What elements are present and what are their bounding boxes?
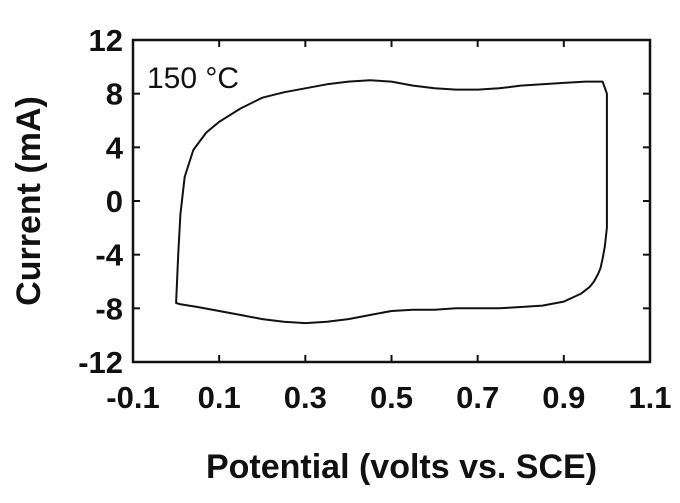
cv-curve bbox=[175, 79, 608, 325]
x-tick-label: 0.1 bbox=[198, 380, 241, 415]
y-tick-label: -12 bbox=[78, 345, 123, 380]
y-tick-label: -4 bbox=[95, 238, 123, 273]
y-tick-label: 12 bbox=[89, 23, 123, 58]
x-tick-labels: -0.1 0.1 0.3 0.5 0.7 0.9 1.1 bbox=[106, 380, 671, 415]
axis-ticks bbox=[132, 39, 651, 363]
x-axis-title: Potential (volts vs. SCE) bbox=[206, 448, 597, 486]
x-tick-label: 1.1 bbox=[628, 380, 671, 415]
y-tick-label: -8 bbox=[95, 291, 123, 326]
y-tick-label: 4 bbox=[106, 130, 124, 165]
x-tick-label: 0.9 bbox=[542, 380, 585, 415]
y-axis-title: Current (mA) bbox=[10, 96, 48, 306]
series-layer bbox=[175, 79, 608, 325]
x-tick-label: -0.1 bbox=[106, 380, 159, 415]
x-tick-label: 0.5 bbox=[370, 380, 413, 415]
x-tick-label: 0.7 bbox=[456, 380, 499, 415]
x-tick-label: 0.3 bbox=[284, 380, 327, 415]
y-tick-label: 0 bbox=[106, 184, 123, 219]
y-tick-labels: -12 -8 -4 0 4 8 12 bbox=[78, 23, 124, 380]
y-tick-label: 8 bbox=[106, 77, 123, 112]
temperature-annotation: 150 °C bbox=[147, 62, 239, 95]
